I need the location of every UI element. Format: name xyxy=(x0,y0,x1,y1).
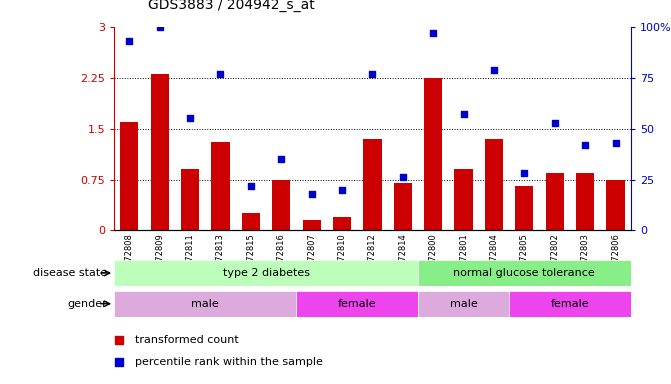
Point xyxy=(488,66,499,73)
Point xyxy=(185,115,195,121)
Bar xyxy=(120,122,138,230)
Bar xyxy=(418,291,509,317)
Bar xyxy=(485,139,503,230)
Point xyxy=(337,187,348,193)
Bar xyxy=(181,169,199,230)
Text: transformed count: transformed count xyxy=(135,335,238,345)
Bar xyxy=(394,183,412,230)
Point xyxy=(550,119,560,126)
Bar xyxy=(418,260,631,286)
Text: disease state: disease state xyxy=(34,268,107,278)
Text: type 2 diabetes: type 2 diabetes xyxy=(223,268,309,278)
Text: gender: gender xyxy=(68,299,107,309)
Bar xyxy=(333,217,351,230)
Point xyxy=(215,71,226,77)
Bar xyxy=(297,291,418,317)
Point xyxy=(458,111,469,118)
Bar xyxy=(576,173,595,230)
Bar xyxy=(424,78,442,230)
Bar xyxy=(363,139,382,230)
Text: GDS3883 / 204942_s_at: GDS3883 / 204942_s_at xyxy=(148,0,315,12)
Bar xyxy=(515,186,533,230)
Point xyxy=(580,142,590,148)
Point xyxy=(397,174,408,180)
Point xyxy=(114,359,125,366)
Bar xyxy=(211,142,229,230)
Text: female: female xyxy=(551,299,589,309)
Point xyxy=(306,191,317,197)
Point xyxy=(428,30,439,36)
Point xyxy=(276,156,287,162)
Point xyxy=(246,182,256,189)
Bar xyxy=(454,169,472,230)
Bar xyxy=(509,291,631,317)
Point xyxy=(519,170,529,177)
Point xyxy=(610,140,621,146)
Text: male: male xyxy=(450,299,478,309)
Point xyxy=(124,38,135,44)
Text: normal glucose tolerance: normal glucose tolerance xyxy=(454,268,595,278)
Point xyxy=(114,337,125,343)
Bar xyxy=(607,180,625,230)
Bar xyxy=(272,180,291,230)
Bar xyxy=(114,260,418,286)
Bar xyxy=(114,291,297,317)
Bar xyxy=(242,214,260,230)
Bar xyxy=(303,220,321,230)
Text: percentile rank within the sample: percentile rank within the sample xyxy=(135,358,323,367)
Text: female: female xyxy=(338,299,376,309)
Bar xyxy=(546,173,564,230)
Bar xyxy=(150,74,169,230)
Point xyxy=(154,24,165,30)
Text: male: male xyxy=(191,299,219,309)
Point xyxy=(367,71,378,77)
